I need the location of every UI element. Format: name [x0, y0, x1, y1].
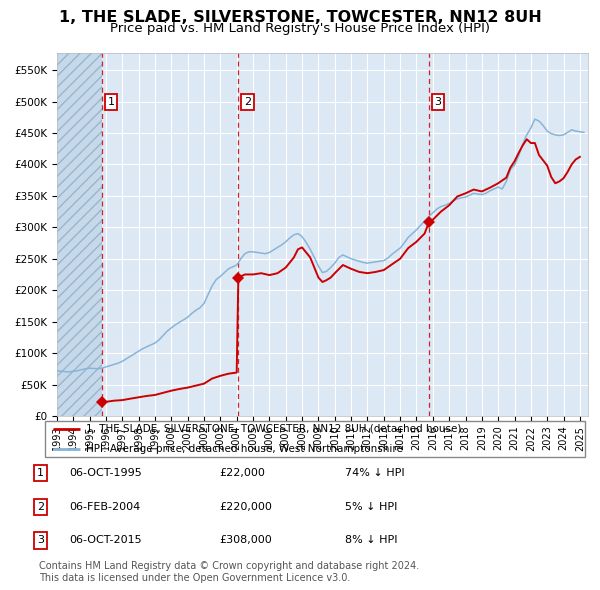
Text: 5% ↓ HPI: 5% ↓ HPI: [345, 502, 397, 512]
Text: 2: 2: [37, 502, 44, 512]
Text: £220,000: £220,000: [219, 502, 272, 512]
Text: 2: 2: [244, 97, 251, 107]
Text: 1, THE SLADE, SILVERSTONE, TOWCESTER, NN12 8UH: 1, THE SLADE, SILVERSTONE, TOWCESTER, NN…: [59, 10, 541, 25]
Text: 1: 1: [107, 97, 115, 107]
Text: £308,000: £308,000: [219, 536, 272, 545]
Text: Price paid vs. HM Land Registry's House Price Index (HPI): Price paid vs. HM Land Registry's House …: [110, 22, 490, 35]
Text: HPI: Average price, detached house, West Northamptonshire: HPI: Average price, detached house, West…: [86, 444, 403, 454]
Text: Contains HM Land Registry data © Crown copyright and database right 2024.
This d: Contains HM Land Registry data © Crown c…: [39, 561, 419, 583]
Text: 3: 3: [37, 536, 44, 545]
Text: 8% ↓ HPI: 8% ↓ HPI: [345, 536, 398, 545]
Text: 3: 3: [434, 97, 442, 107]
Text: 06-FEB-2004: 06-FEB-2004: [69, 502, 140, 512]
Text: 06-OCT-1995: 06-OCT-1995: [69, 468, 142, 478]
Text: 1, THE SLADE, SILVERSTONE, TOWCESTER, NN12 8UH (detached house): 1, THE SLADE, SILVERSTONE, TOWCESTER, NN…: [86, 424, 461, 434]
Text: 74% ↓ HPI: 74% ↓ HPI: [345, 468, 404, 478]
Text: 1: 1: [37, 468, 44, 478]
Bar: [57, 53, 102, 416]
Text: 06-OCT-2015: 06-OCT-2015: [69, 536, 142, 545]
Text: £22,000: £22,000: [219, 468, 265, 478]
